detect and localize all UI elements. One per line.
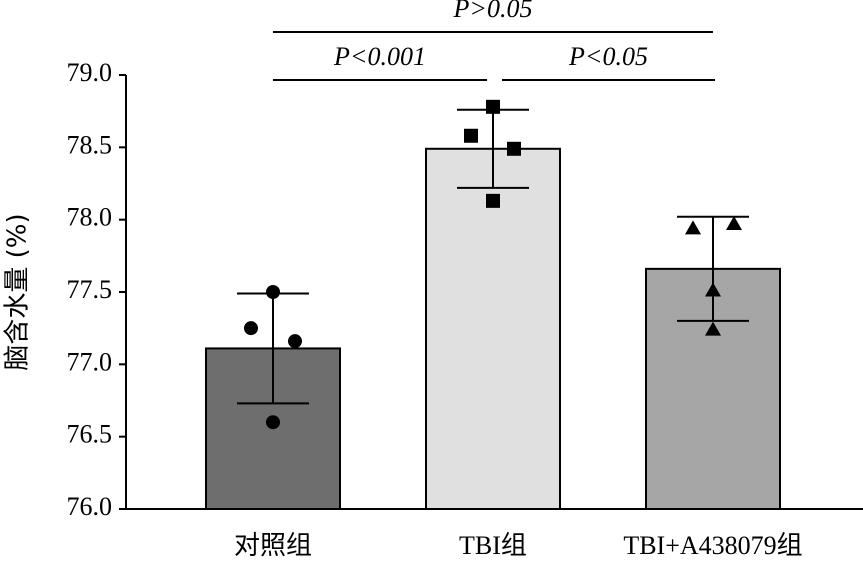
data-point bbox=[726, 216, 742, 231]
data-point bbox=[288, 334, 302, 349]
data-point bbox=[464, 128, 478, 143]
data-point bbox=[486, 193, 500, 208]
y-tick-label: 78.0 bbox=[67, 203, 113, 232]
data-point bbox=[705, 282, 721, 297]
significance-label: P<0.05 bbox=[568, 42, 648, 71]
x-tick-label: 对照组 bbox=[234, 531, 312, 560]
data-point bbox=[685, 220, 701, 235]
x-tick-label: TBI+A438079组 bbox=[623, 531, 802, 560]
bar bbox=[425, 147, 561, 510]
y-tick-label: 78.5 bbox=[67, 130, 113, 159]
data-point bbox=[705, 321, 721, 336]
y-tick-label: 77.5 bbox=[67, 275, 113, 304]
y-tick-label: 76.5 bbox=[67, 420, 113, 449]
y-tick-label: 76.0 bbox=[67, 492, 113, 521]
data-point bbox=[266, 415, 280, 430]
data-point bbox=[266, 285, 280, 299]
significance-label: P>0.05 bbox=[453, 0, 533, 23]
x-tick-label: TBI组 bbox=[459, 531, 527, 560]
data-point bbox=[507, 141, 521, 156]
y-tick-label: 79.0 bbox=[67, 58, 113, 87]
data-point bbox=[244, 321, 258, 336]
data-point bbox=[486, 99, 500, 114]
y-tick-label: 77.0 bbox=[67, 347, 113, 376]
y-axis-label: 脑含水量 (%) bbox=[3, 213, 33, 370]
significance-label: P<0.001 bbox=[333, 42, 426, 71]
